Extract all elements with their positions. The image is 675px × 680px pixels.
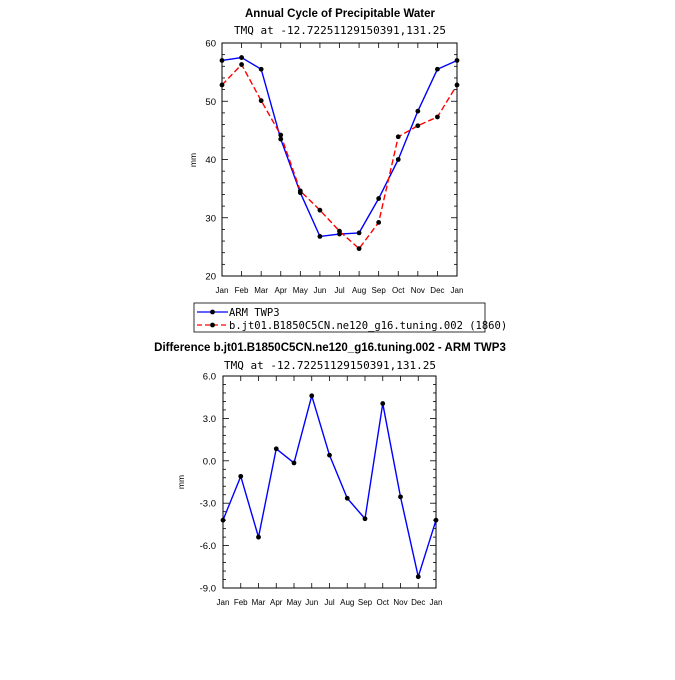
data-point [220, 517, 226, 523]
annual-cycle-chart: Annual Cycle of Precipitable Water TMQ a… [188, 8, 463, 295]
data-point [454, 58, 460, 63]
x-tick-label: Feb [234, 598, 248, 607]
legend-box [193, 302, 486, 333]
legend: ARM TWP3 b.jt01.B1850C5CN.ne120_g16.tuni… [193, 302, 507, 333]
data-point [273, 446, 279, 452]
y-tick-label: 50 [205, 97, 216, 108]
x-tick-label: Aug [340, 598, 354, 607]
data-point [356, 230, 362, 236]
x-tick-label: Sep [358, 598, 373, 607]
data-point [344, 495, 350, 501]
difference-chart: Difference b.jt01.B1850C5CN.ne120_g16.tu… [154, 342, 506, 607]
data-point [415, 574, 421, 580]
data-point [395, 134, 401, 140]
x-tick-label: May [293, 286, 308, 295]
data-point [376, 220, 382, 225]
y-tick-label: 3.0 [203, 414, 216, 425]
plot-frame [221, 42, 458, 277]
data-point [433, 517, 439, 523]
data-point [362, 516, 368, 522]
x-tick-label: May [286, 598, 301, 607]
data-point [395, 157, 401, 162]
x-tick-label: Jun [305, 598, 318, 607]
x-tick-label: Apr [275, 286, 288, 295]
data-point [376, 196, 382, 201]
x-tick-label: Jul [324, 598, 334, 607]
chart-subtitle: TMQ at -12.72251129150391,131.25 [224, 359, 436, 372]
axis-ticks: Jan Feb Mar Apr May Jun Jul Aug Sep Oct Nov Dec Jan2… [205, 39, 463, 296]
axis-ticks: Jan Feb Mar Apr May Jun Jul Aug Sep Oct Nov Dec Jan-… [200, 372, 443, 608]
data-point [278, 132, 284, 138]
data-point [239, 55, 244, 60]
data-point [219, 82, 225, 88]
data-point [317, 207, 323, 213]
y-tick-label: 0.0 [203, 456, 216, 467]
y-axis-label: mm [176, 475, 186, 489]
data-point [454, 82, 460, 88]
data-point [219, 58, 225, 63]
x-tick-label: Dec [430, 286, 444, 295]
legend-marker-model [210, 322, 215, 328]
y-tick-label: -6.0 [200, 541, 216, 552]
x-tick-label: Aug [352, 286, 366, 295]
data-point [398, 494, 403, 500]
y-tick-label: 20 [205, 272, 216, 283]
data-point [239, 62, 244, 67]
y-tick-label: 6.0 [203, 372, 216, 383]
x-tick-label: Jan [217, 598, 230, 607]
plot-frame [222, 375, 437, 589]
x-tick-label: Mar [252, 598, 266, 607]
y-axis-label: mm [188, 153, 198, 167]
chart-title: Annual Cycle of Precipitable Water [245, 8, 436, 20]
legend-marker-arm [210, 309, 215, 315]
x-tick-label: Feb [235, 286, 249, 295]
x-tick-label: Oct [392, 286, 405, 295]
series-line-1 [221, 63, 458, 250]
data-point [435, 114, 440, 120]
y-tick-label: -9.0 [200, 584, 216, 595]
x-tick-label: Nov [393, 598, 407, 607]
series-line-0 [221, 56, 458, 238]
series-group [220, 393, 439, 580]
y-tick-label: 40 [205, 155, 216, 166]
data-point [380, 401, 386, 406]
series-line-0 [222, 395, 437, 578]
data-point [309, 393, 315, 399]
data-point [317, 233, 323, 239]
x-tick-label: Oct [377, 598, 390, 607]
y-tick-label: -3.0 [200, 499, 216, 510]
data-point [356, 246, 362, 252]
y-tick-label: 60 [205, 39, 216, 50]
x-tick-label: Jun [313, 286, 326, 295]
data-point [297, 188, 303, 194]
data-point [435, 66, 440, 72]
x-tick-label: Nov [411, 286, 425, 295]
data-point [327, 452, 332, 458]
legend-label-arm: ARM TWP3 [229, 307, 280, 319]
chart-title: Difference b.jt01.B1850C5CN.ne120_g16.tu… [154, 342, 506, 354]
series-group [219, 55, 460, 252]
data-point [415, 108, 421, 114]
data-point [256, 534, 261, 540]
x-tick-label: Apr [270, 598, 283, 607]
x-tick-label: Jan [216, 286, 229, 295]
x-tick-label: Dec [411, 598, 425, 607]
x-tick-label: Mar [254, 286, 268, 295]
x-tick-label: Jan [430, 598, 443, 607]
data-point [291, 460, 297, 466]
data-point [415, 123, 421, 129]
x-tick-label: Jan [451, 286, 464, 295]
data-point [337, 228, 342, 234]
data-point [258, 66, 264, 72]
y-tick-label: 30 [205, 213, 216, 224]
legend-label-model: b.jt01.B1850C5CN.ne120_g16.tuning.002 (1… [229, 320, 507, 332]
x-tick-label: Sep [372, 286, 387, 295]
data-point [278, 136, 284, 142]
x-tick-label: Jul [334, 286, 344, 295]
data-point [238, 473, 244, 479]
data-point [258, 98, 264, 104]
chart-subtitle: TMQ at -12.72251129150391,131.25 [234, 24, 446, 37]
